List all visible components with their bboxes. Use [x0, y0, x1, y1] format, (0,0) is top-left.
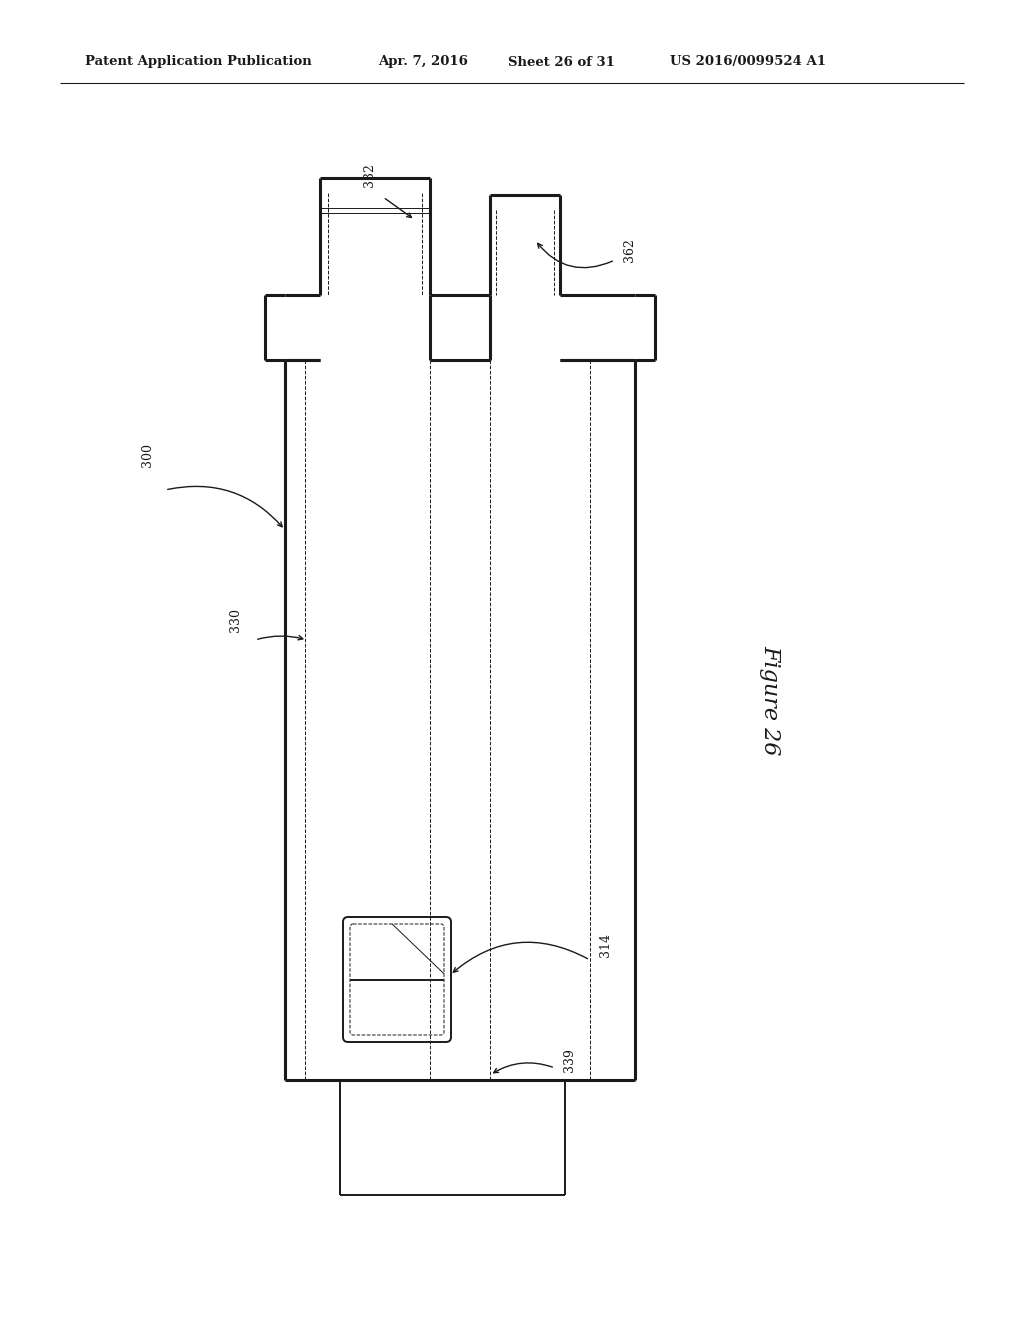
Text: 339: 339	[563, 1048, 577, 1072]
Text: Patent Application Publication: Patent Application Publication	[85, 55, 311, 69]
Text: 314: 314	[598, 933, 611, 957]
Text: 362: 362	[624, 238, 637, 261]
Text: 332: 332	[364, 164, 377, 187]
Text: Sheet 26 of 31: Sheet 26 of 31	[508, 55, 614, 69]
Text: Apr. 7, 2016: Apr. 7, 2016	[378, 55, 468, 69]
FancyArrowPatch shape	[454, 942, 588, 973]
FancyArrowPatch shape	[258, 635, 303, 640]
Text: US 2016/0099524 A1: US 2016/0099524 A1	[670, 55, 826, 69]
FancyArrowPatch shape	[168, 486, 283, 527]
FancyArrowPatch shape	[385, 198, 412, 218]
FancyArrowPatch shape	[494, 1063, 552, 1073]
Text: 330: 330	[228, 609, 242, 632]
Text: 300: 300	[140, 444, 154, 467]
FancyArrowPatch shape	[538, 243, 612, 268]
Text: Figure 26: Figure 26	[759, 644, 781, 755]
